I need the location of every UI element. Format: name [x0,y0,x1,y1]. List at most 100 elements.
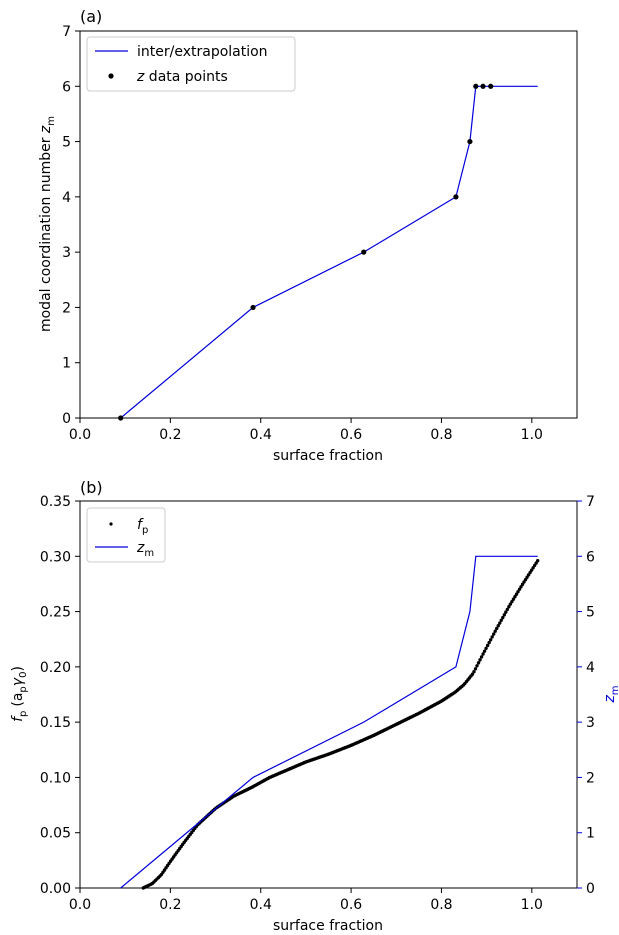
data-point-fp [516,590,520,594]
panel-b-right-y-tick-label: 1 [586,826,595,842]
panel-a-x-ticks: 0.0 0.2 0.4 0.6 0.8 1.0 [69,418,543,443]
data-point-fp [501,615,505,620]
data-point-fp [499,618,503,622]
panel-a-y-axis-label: modal coordination number zm [38,116,57,332]
panel-b-left-y-tick-label: 0.00 [40,881,71,897]
data-point-fp [507,604,511,609]
data-point-fp [473,667,478,671]
panel-b-left-y-tick-label: 0.15 [40,715,71,731]
panel-a-y-label-var: z [38,125,54,134]
data-point-fp [479,655,484,659]
panel-b-legend: fp zm [86,507,166,563]
data-point-fp [514,592,519,596]
data-point-fp [510,599,514,604]
panel-b-x-tick-label: 0.0 [69,897,91,913]
series-line-inter-extrapolation [120,85,538,419]
panel-a-y-tick-label: 7 [62,24,71,40]
panel-b-left-y-tick-label: 0.05 [40,826,71,842]
panel-b-right-y-label-var: z [602,695,618,704]
data-point-z [473,83,479,89]
data-point-fp [487,640,491,645]
panel-a-y-tick-label: 2 [62,300,71,316]
panel-b-plot-frame [79,500,578,889]
data-point-fp [508,602,513,606]
panel-a-chart: (a) 0.0 0.2 0.4 0.6 0.8 1.0 0 1 2 3 4 5 6 7 surface … [38,7,578,464]
panel-b-right-y-tick-label: 0 [586,881,595,897]
panel-b-left-y-label-var: f [10,715,26,722]
data-point-z [480,83,486,89]
panel-b-x-tick-label: 0.8 [430,897,452,913]
panel-b-left-y-label-gamma-sub: 0 [18,672,29,678]
data-point-z [361,249,367,255]
panel-a-legend-box [86,36,296,92]
panel-b-x-tick-label: 1.0 [521,897,543,913]
panel-b-left-y-axis-label: fp(apγ0) [10,666,29,722]
data-point-fp [504,610,508,614]
panel-b-left-y-label-rest: (a [10,693,26,707]
panel-a-x-tick-label: 0.2 [159,427,181,443]
panel-b-left-y-label-sub: p [18,711,29,717]
panel-a-y-label-main: modal coordination number [38,133,54,332]
panel-a-x-tick-label: 1.0 [521,427,543,443]
panel-b-legend-label-fp: fp [137,517,148,536]
panel-b-x-axis-label: surface fraction [273,918,383,934]
panel-a-legend-label-line: inter/extrapolation [137,44,268,60]
data-point-z [488,83,494,89]
data-point-fp [482,649,487,653]
panel-b-right-y-tick-label: 3 [586,715,595,731]
panel-a-plot-frame [79,30,578,419]
data-point-fp [513,595,517,599]
panel-b-legend-box [86,507,166,563]
data-point-fp [485,643,490,648]
data-point-fp [495,626,499,631]
panel-a-y-tick-label: 3 [62,245,71,261]
data-point-z [467,138,473,145]
panel-b-right-y-label-sub: m [610,685,619,695]
series-fp-points [141,559,540,890]
data-point-fp [492,632,496,636]
panel-b-left-y-tick-label: 0.10 [40,770,71,786]
panel-a-legend-label-points: z data points [136,69,228,85]
data-point-fp [519,585,523,589]
panel-a-y-tick-label: 0 [62,411,71,427]
panel-b-right-y-tick-label: 5 [586,605,595,621]
panel-a-y-tick-label: 5 [62,135,71,151]
panel-b-left-y-ticks: 0.00 0.05 0.10 0.15 0.20 0.25 0.30 0.35 [40,494,80,897]
panel-a-y-ticks: 0 1 2 3 4 5 6 7 [62,24,80,427]
panel-b-legend-label-zm: zm [136,540,154,559]
data-point-fp [488,638,493,642]
panel-b-left-y-tick-label: 0.25 [40,605,71,621]
panel-a-x-tick-label: 0.8 [430,427,452,443]
data-point-z [118,415,124,421]
panel-b-x-tick-label: 0.6 [340,897,362,913]
panel-a-label: (a) [80,7,102,26]
panel-a-marks [118,83,538,421]
data-point-fp [496,624,500,628]
data-point-z [453,194,459,200]
panel-a-y-tick-label: 4 [62,190,71,206]
panel-b-left-y-tick-label: 0.30 [40,549,71,565]
panel-b-left-y-tick-label: 0.20 [40,660,71,676]
panel-a-x-tick-label: 0.6 [340,427,362,443]
series-line-zm [120,555,538,889]
panel-a-y-tick-label: 1 [62,356,71,372]
data-point-fp [484,646,488,651]
panel-b-label: (b) [80,478,103,497]
panel-a-x-axis-label: surface fraction [273,448,383,464]
panel-a-y-tick-label: 6 [62,79,71,95]
data-point-z [250,304,256,311]
panel-a-x-tick-label: 0.4 [250,427,272,443]
data-point-fp [475,664,479,668]
data-point-fp [476,661,481,665]
panel-a-legend: inter/extrapolation z data points [86,36,296,92]
data-point-fp [481,652,485,656]
data-point-fp [502,613,507,617]
panel-b-right-y-axis-label: zm [602,685,619,703]
data-point-fp [472,670,476,674]
panel-a-legend-dot-swatch [108,73,114,79]
panel-b-left-y-label-gamma: γ [10,677,26,686]
panel-b-legend-dot-swatch [109,522,113,526]
data-point-fp [498,621,502,625]
data-point-fp [478,658,482,662]
